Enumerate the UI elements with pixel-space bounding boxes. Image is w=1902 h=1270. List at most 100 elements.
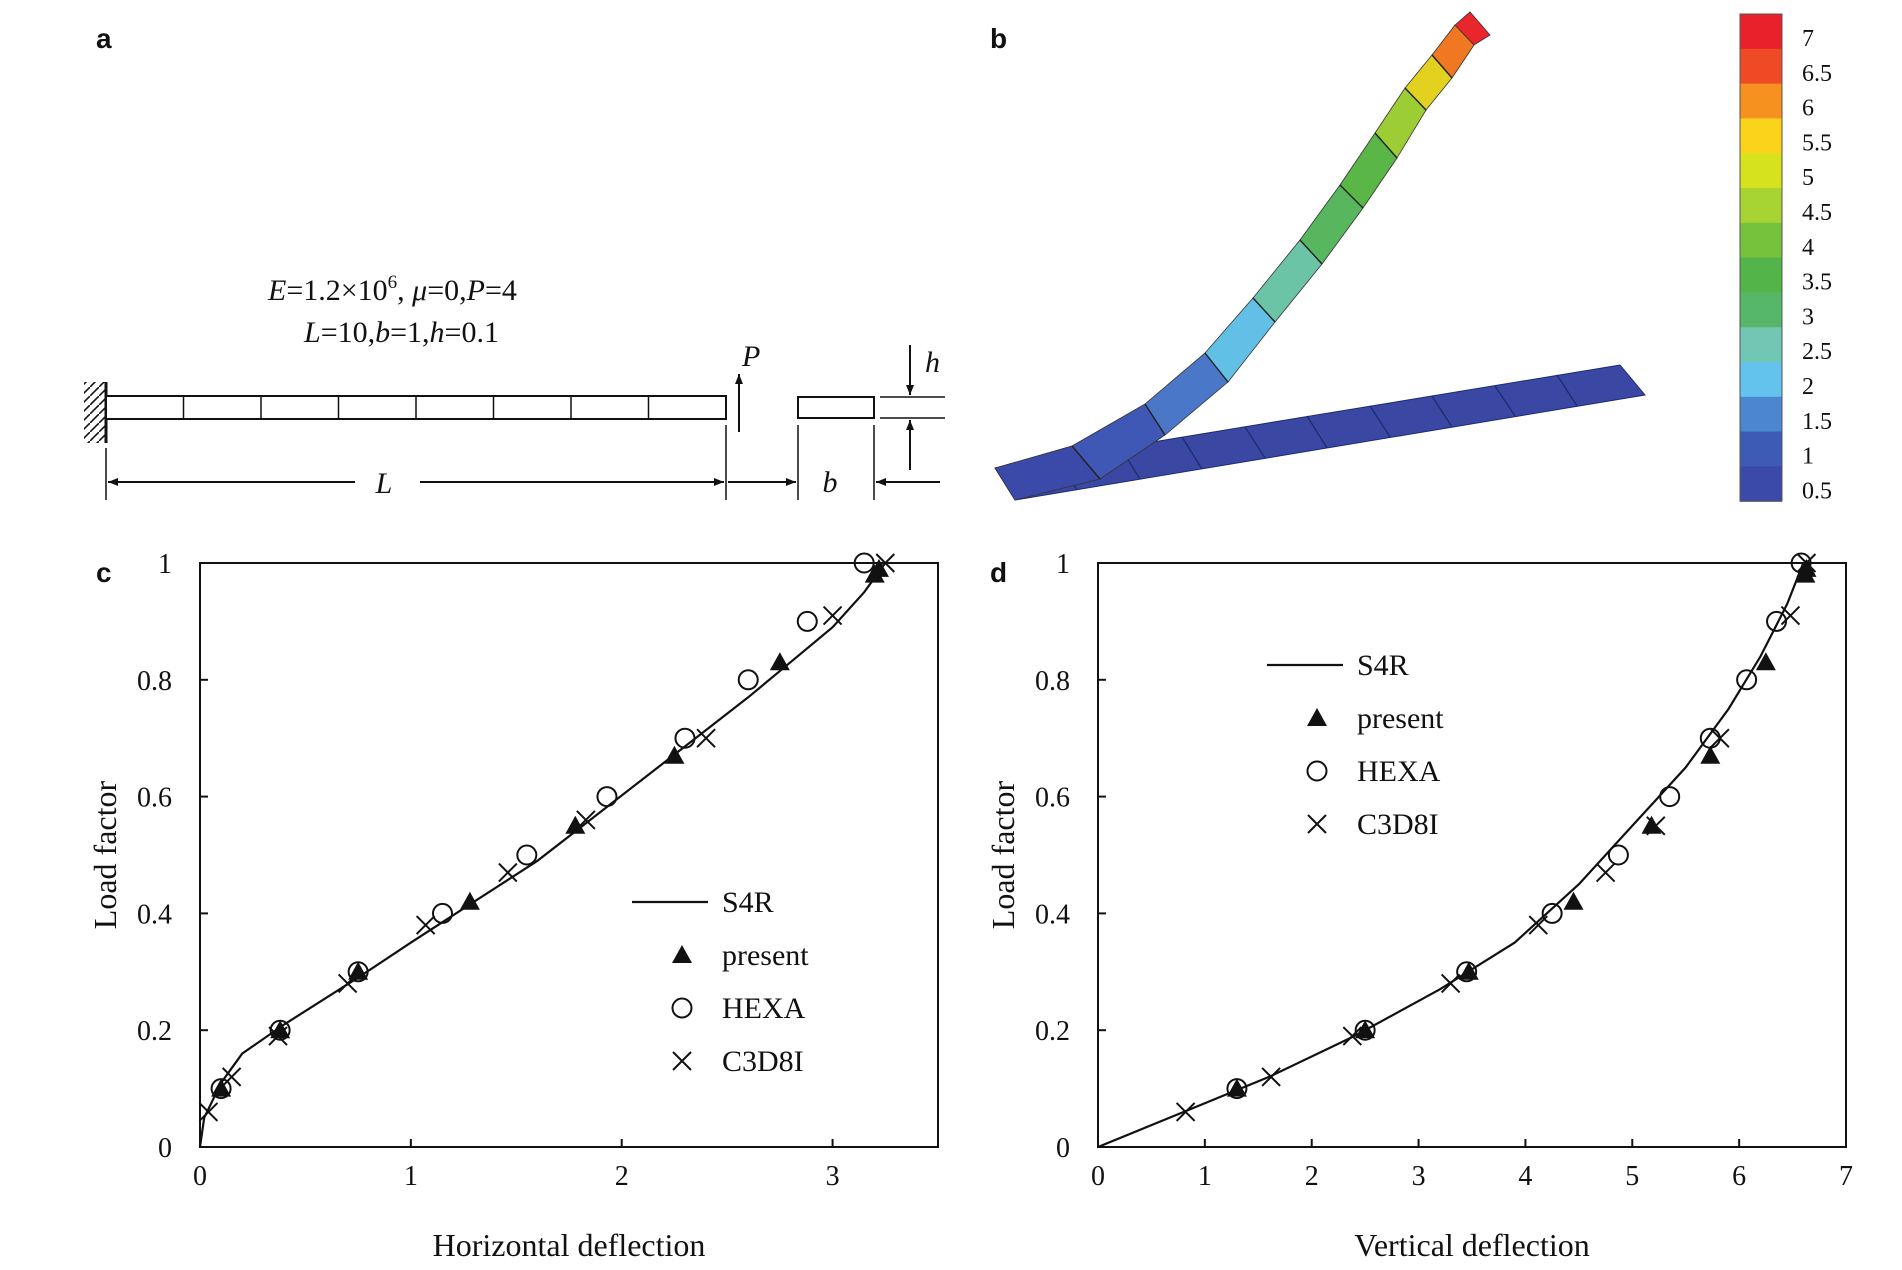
legend-label: C3D8I [1357,808,1439,841]
colorbar-swatch [1740,188,1782,224]
beam-element-divisions [182,396,650,419]
y-tick-label: 0.6 [137,783,172,814]
symbol-P: P [466,274,485,307]
colorbar-swatch [1740,431,1782,467]
legend-marker-present [1307,708,1327,726]
colorbar-swatch [1740,222,1782,259]
legend-label: present [722,939,809,972]
colorbar-swatch [1740,362,1782,398]
colorbar-swatch [1740,118,1782,154]
value-P: =4 [485,274,517,307]
data-point-present [1355,1020,1376,1039]
data-point-c3d8i [1710,728,1730,748]
colorbar-tick-label: 3 [1802,304,1814,330]
data-point-hexa [1541,902,1563,924]
beam-cross-section [797,396,875,419]
x-tick-label: 1 [1198,1161,1212,1192]
data-point-c3d8i [1780,605,1801,626]
data-point-present [1796,558,1817,577]
data-point-c3d8i [1595,862,1616,883]
width-label: b [823,466,838,499]
y-tick-label: 0.2 [137,1016,172,1047]
colorbar-tick-label: 1.5 [1802,409,1832,435]
legend-marker-c3d8i [672,1051,692,1071]
colorbar-swatch [1740,83,1782,119]
panel-c: c 0 1 2 3 0 0.2 0.4 0.6 0.8 1 Horizontal deflectio… [87,549,939,1263]
data-point-hexa [1607,844,1629,866]
data-point-c3d8i [696,728,716,748]
colorbar-swatch [1740,153,1782,189]
colorbar-tick-label: 0.5 [1802,478,1832,504]
x-tick-label: 1 [404,1161,418,1192]
data-point-c3d8i [498,862,518,883]
data-point-hexa [1456,961,1478,983]
plot-frame [1097,562,1847,1148]
data-point-hexa [1790,552,1812,574]
length-label: L [375,467,393,500]
legend-marker-hexa [1306,760,1328,782]
data-point-hexa [1354,1019,1376,1041]
x-axis-label: Vertical deflection [1354,1227,1589,1263]
plot-frame [199,562,939,1148]
data-point-hexa [210,1078,232,1100]
symbol-mu: μ [411,274,427,307]
symbol-b: b [375,316,390,349]
data-point-c3d8i [1342,1026,1363,1046]
legend-label: S4R [722,886,774,919]
colorbar-swatch [1740,466,1782,502]
x-tick-label: 0 [193,1161,207,1192]
x-tick-label: 5 [1625,1161,1639,1192]
value-h: =0.1 [445,316,499,349]
data-point-hexa [596,786,618,808]
separator: , [397,274,412,307]
geometry-text: L=10,b=1,h=0.1 [303,316,499,349]
exponent: 6 [388,272,398,293]
panel-a: a E=1.2×106, μ=0,P=4 L=10,b=1,h=0.1 P L … [84,23,945,500]
data-point-c3d8i [268,1026,288,1046]
colorbar-tick-label: 4 [1802,235,1814,261]
y-tick-label: 0.4 [1035,899,1070,930]
colorbar-tick-label: 7 [1802,26,1814,52]
data-point-present [1563,891,1584,910]
data-point-hexa [1736,669,1758,691]
data-point-c3d8i [1440,973,1461,994]
y-tick-label: 0.6 [1035,783,1070,814]
colorbar: 7 6.5 6 5.5 5 4.5 4 3.5 3 2.5 2 1.5 1 0.5 [1739,13,1832,504]
y-tick-label: 0.2 [1035,1016,1070,1047]
data-point-hexa [1226,1078,1248,1100]
y-tick-label: 0.8 [137,666,172,697]
legend-label: HEXA [1357,755,1441,788]
data-point-c3d8i [337,973,358,994]
data-point-present [565,815,586,834]
panel-b-label: b [990,23,1007,54]
colorbar-tick-label: 5.5 [1802,130,1832,156]
legend: S4R present HEXA C3D8I [1267,649,1444,841]
data-point-present [868,558,889,577]
data-point-present [459,891,480,910]
x-axis-label: Horizontal deflection [433,1227,706,1263]
data-point-present [1641,815,1662,834]
legend-label: S4R [1357,649,1409,682]
legend: S4R present HEXA C3D8I [632,886,809,1078]
colorbar-tick-label: 4.5 [1802,200,1832,226]
series-line-s4r [1097,562,1805,1149]
symbol-E: E [267,274,286,307]
x-tick-label: 2 [615,1161,629,1192]
legend-label: C3D8I [722,1045,804,1078]
x-tick-label: 6 [1732,1161,1746,1192]
y-tick-label: 0.8 [1035,666,1070,697]
series-line-s4r [198,562,887,1148]
data-point-present [1226,1078,1247,1097]
colorbar-tick-label: 2.5 [1802,339,1832,365]
colorbar-swatch [1740,48,1782,85]
data-point-present [211,1078,232,1097]
data-point-hexa [269,1019,291,1041]
y-tick-label: 0 [158,1133,172,1164]
x-tick-label: 3 [1412,1161,1426,1192]
panel-d-label: d [990,557,1007,588]
data-point-present [769,652,790,671]
panel-a-label: a [96,23,112,54]
fixed-support-hatch [84,382,106,443]
legend-label: present [1357,702,1444,735]
